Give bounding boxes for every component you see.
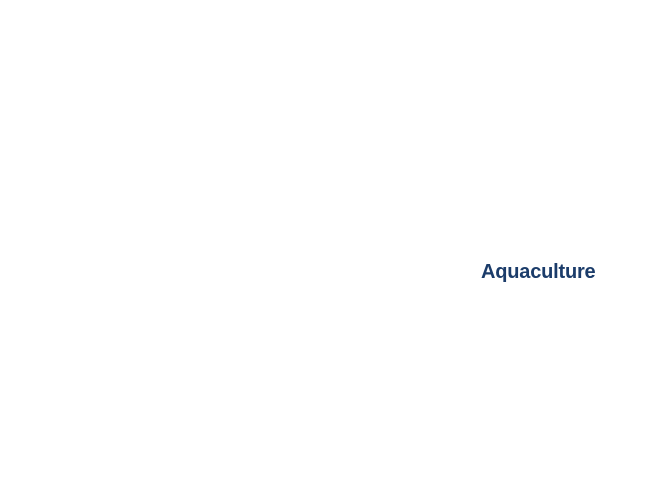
aquaculture-label[interactable]: Aquaculture [481, 261, 596, 283]
